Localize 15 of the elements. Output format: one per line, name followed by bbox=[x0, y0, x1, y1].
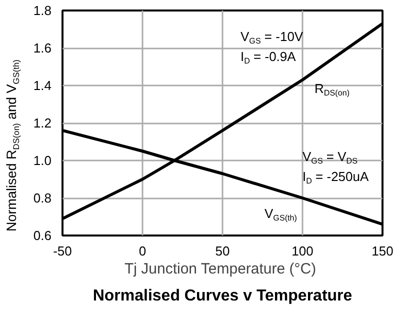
x-tick-label: 100 bbox=[292, 244, 314, 258]
x-axis-title: Tj Junction Temperature (°C) bbox=[124, 260, 316, 278]
y-tick-label: 0.8 bbox=[33, 190, 52, 206]
y-tick-label: 1.8 bbox=[33, 3, 52, 18]
x-tick-label: 50 bbox=[215, 244, 230, 258]
x-tick-label: -50 bbox=[53, 244, 72, 258]
y-tick-label: 1.6 bbox=[33, 40, 52, 56]
text: Normalised Curves v Temperature bbox=[92, 288, 352, 304]
y-tick-label: 0.6 bbox=[33, 228, 52, 243]
y-tick-label: 1.4 bbox=[33, 78, 52, 93]
y-axis-title: Normalised RDS(on) and VGS(th) bbox=[4, 59, 22, 232]
x-tick-label: 150 bbox=[372, 244, 394, 258]
y-tick-label: 1.0 bbox=[33, 153, 52, 168]
x-tick-label: 0 bbox=[138, 244, 146, 258]
y-tick-label: 1.2 bbox=[33, 116, 52, 130]
